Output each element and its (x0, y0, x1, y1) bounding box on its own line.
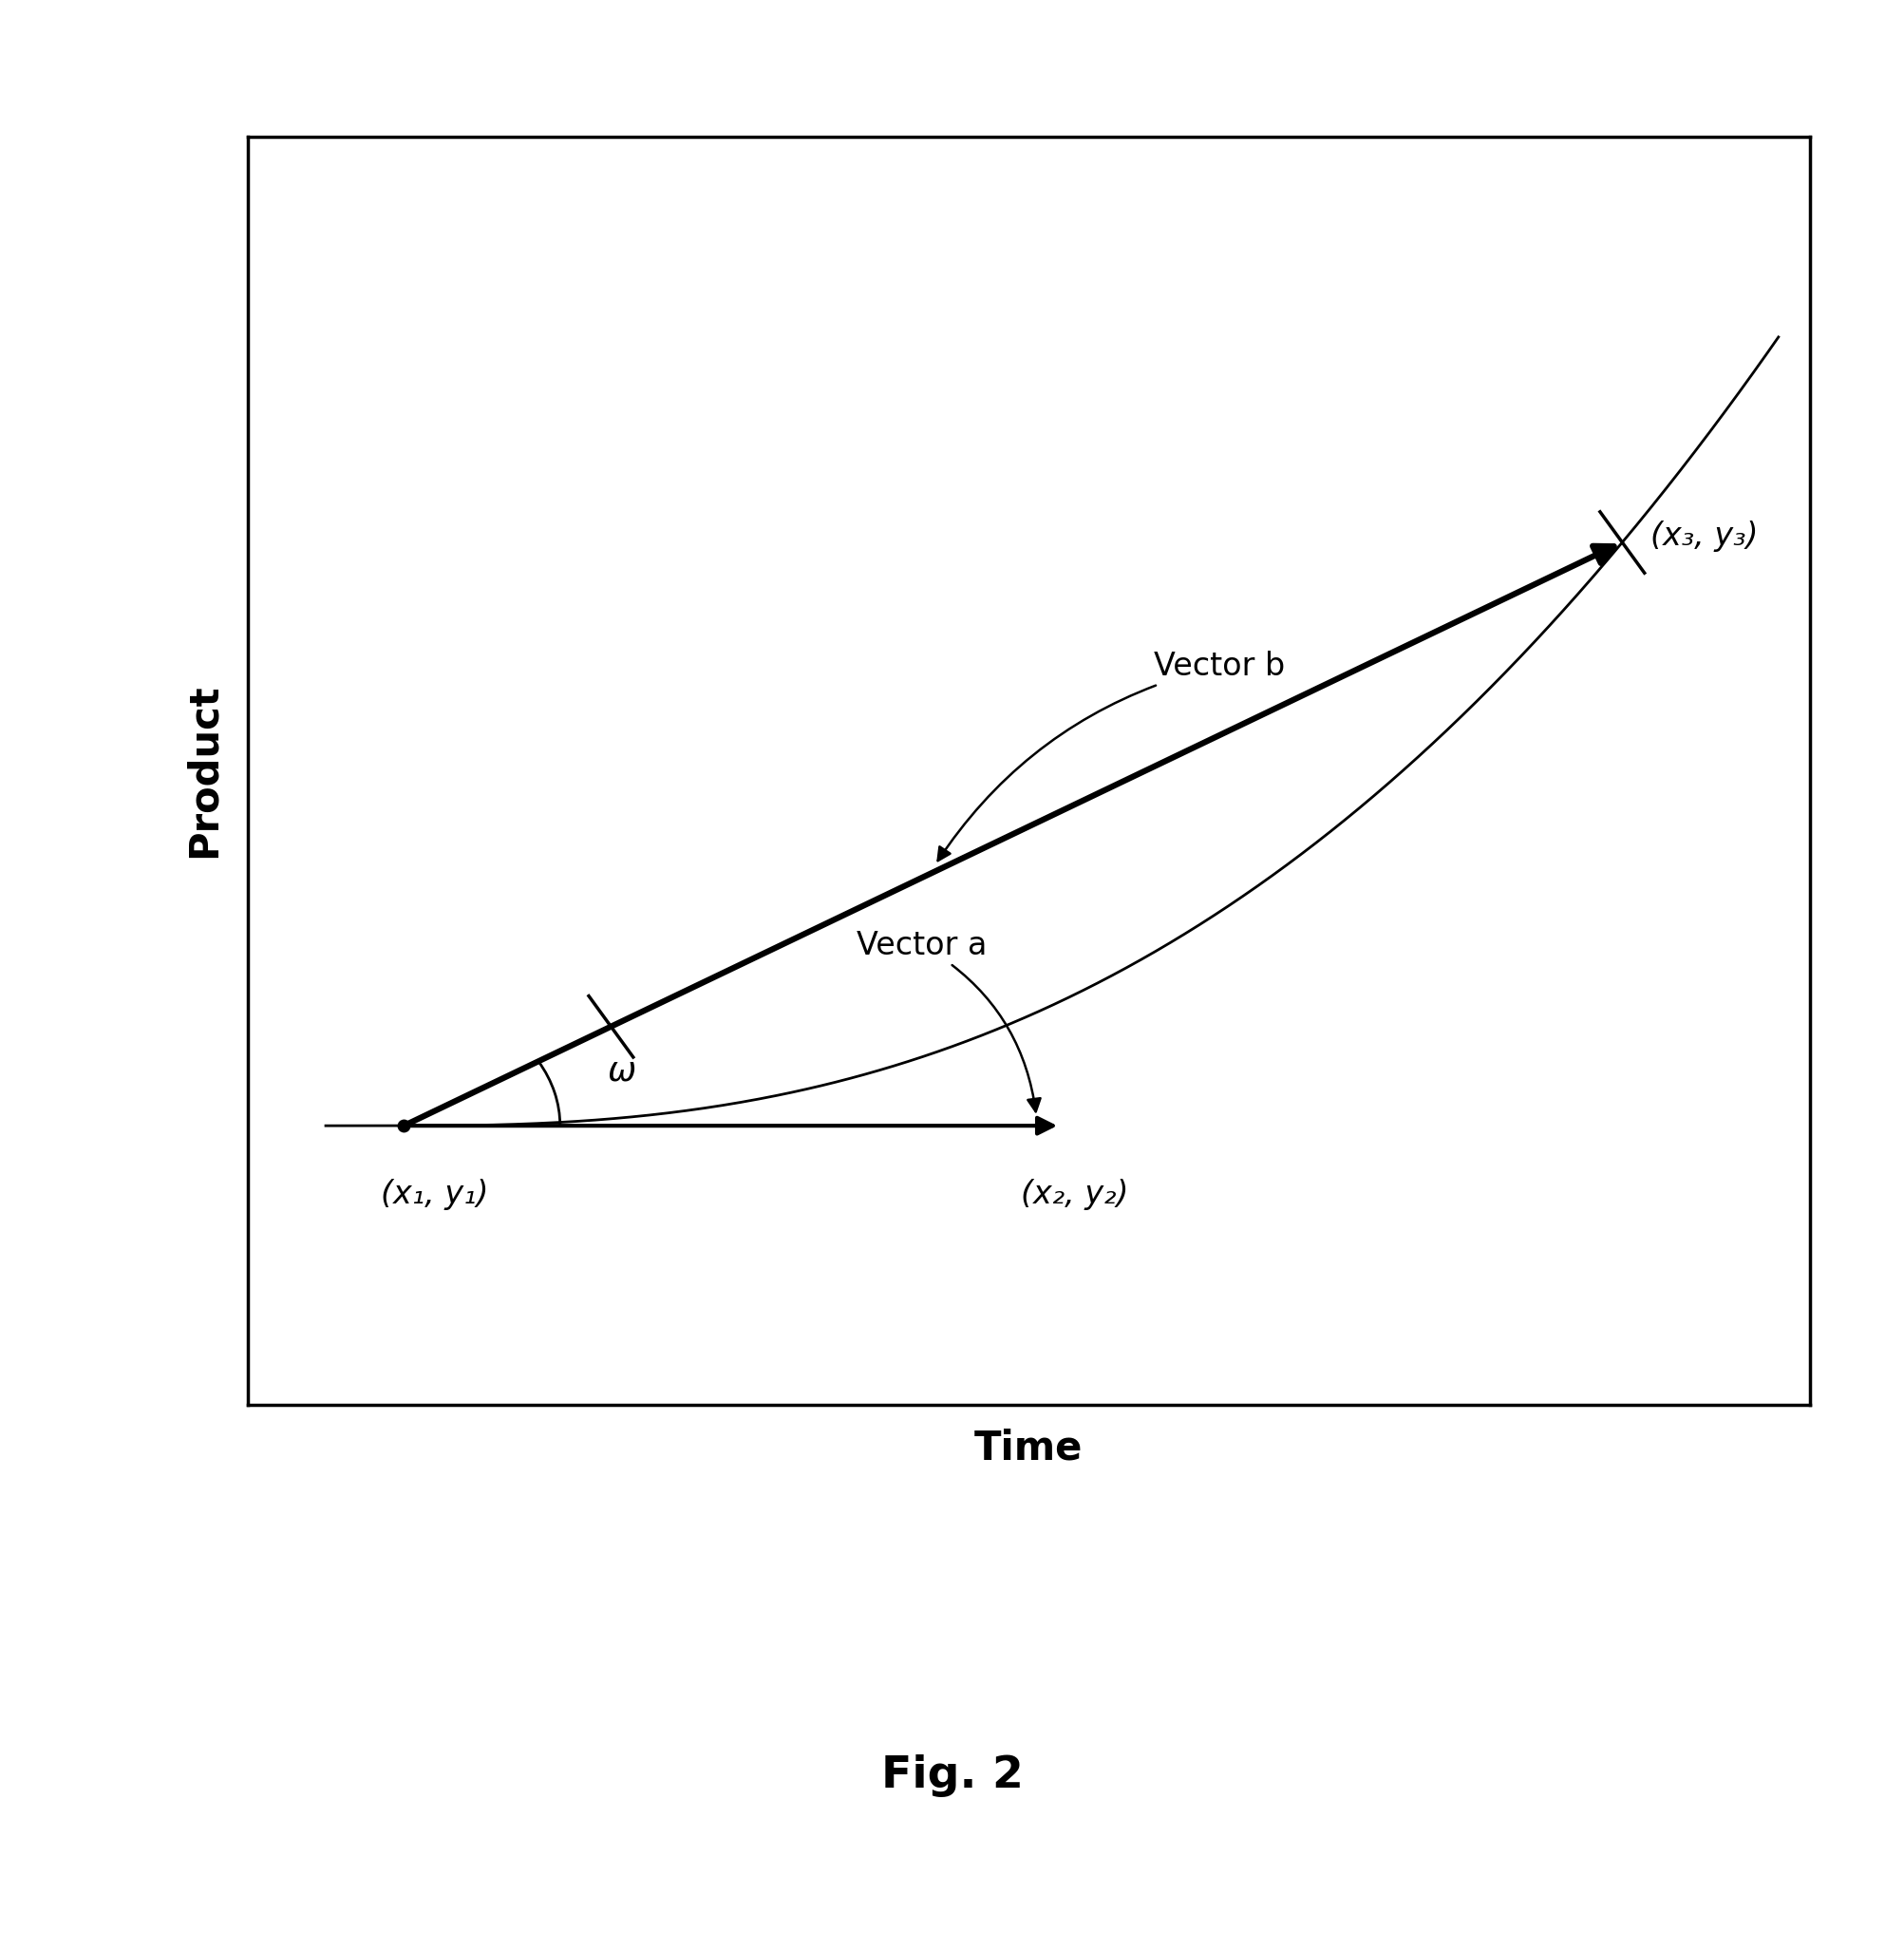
Text: Vector b: Vector b (937, 650, 1285, 860)
Text: Fig. 2: Fig. 2 (882, 1754, 1022, 1797)
Y-axis label: Product: Product (185, 683, 225, 858)
Text: Vector a: Vector a (857, 929, 1040, 1112)
Text: (x₂, y₂): (x₂, y₂) (1021, 1178, 1127, 1210)
Text: (x₃, y₃): (x₃, y₃) (1649, 521, 1757, 552)
X-axis label: Time: Time (973, 1428, 1083, 1469)
Text: (x₁, y₁): (x₁, y₁) (381, 1178, 487, 1210)
Text: ω: ω (607, 1055, 636, 1087)
